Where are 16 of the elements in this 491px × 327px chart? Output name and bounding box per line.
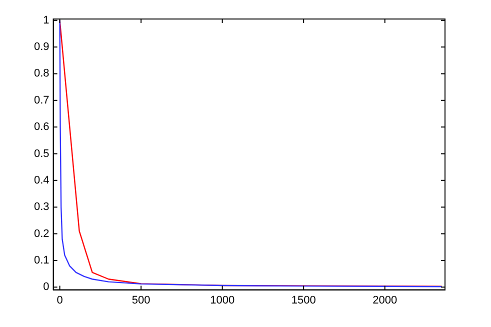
x-tick-label: 0 — [56, 294, 63, 306]
y-tick-label: 0.7 — [34, 94, 50, 106]
y-tick-label: 0.9 — [34, 41, 50, 54]
y-tick-label: 1 — [43, 14, 50, 26]
y-tick-label: 0.4 — [34, 174, 50, 186]
x-tick-label: 1000 — [210, 294, 235, 306]
y-tick-label: 0.8 — [34, 68, 50, 80]
y-tick-label: 0.2 — [34, 228, 50, 240]
y-tick-label: 0 — [43, 281, 50, 294]
x-tick-label: 1500 — [291, 294, 316, 306]
x-tick-label: 500 — [132, 294, 150, 306]
x-tick-label: 2000 — [372, 294, 398, 306]
y-tick-label: 0.6 — [34, 121, 50, 134]
y-tick-label: 0.3 — [34, 201, 50, 214]
y-tick-label: 0.5 — [34, 148, 50, 160]
y-tick-label: 0.1 — [34, 254, 50, 266]
